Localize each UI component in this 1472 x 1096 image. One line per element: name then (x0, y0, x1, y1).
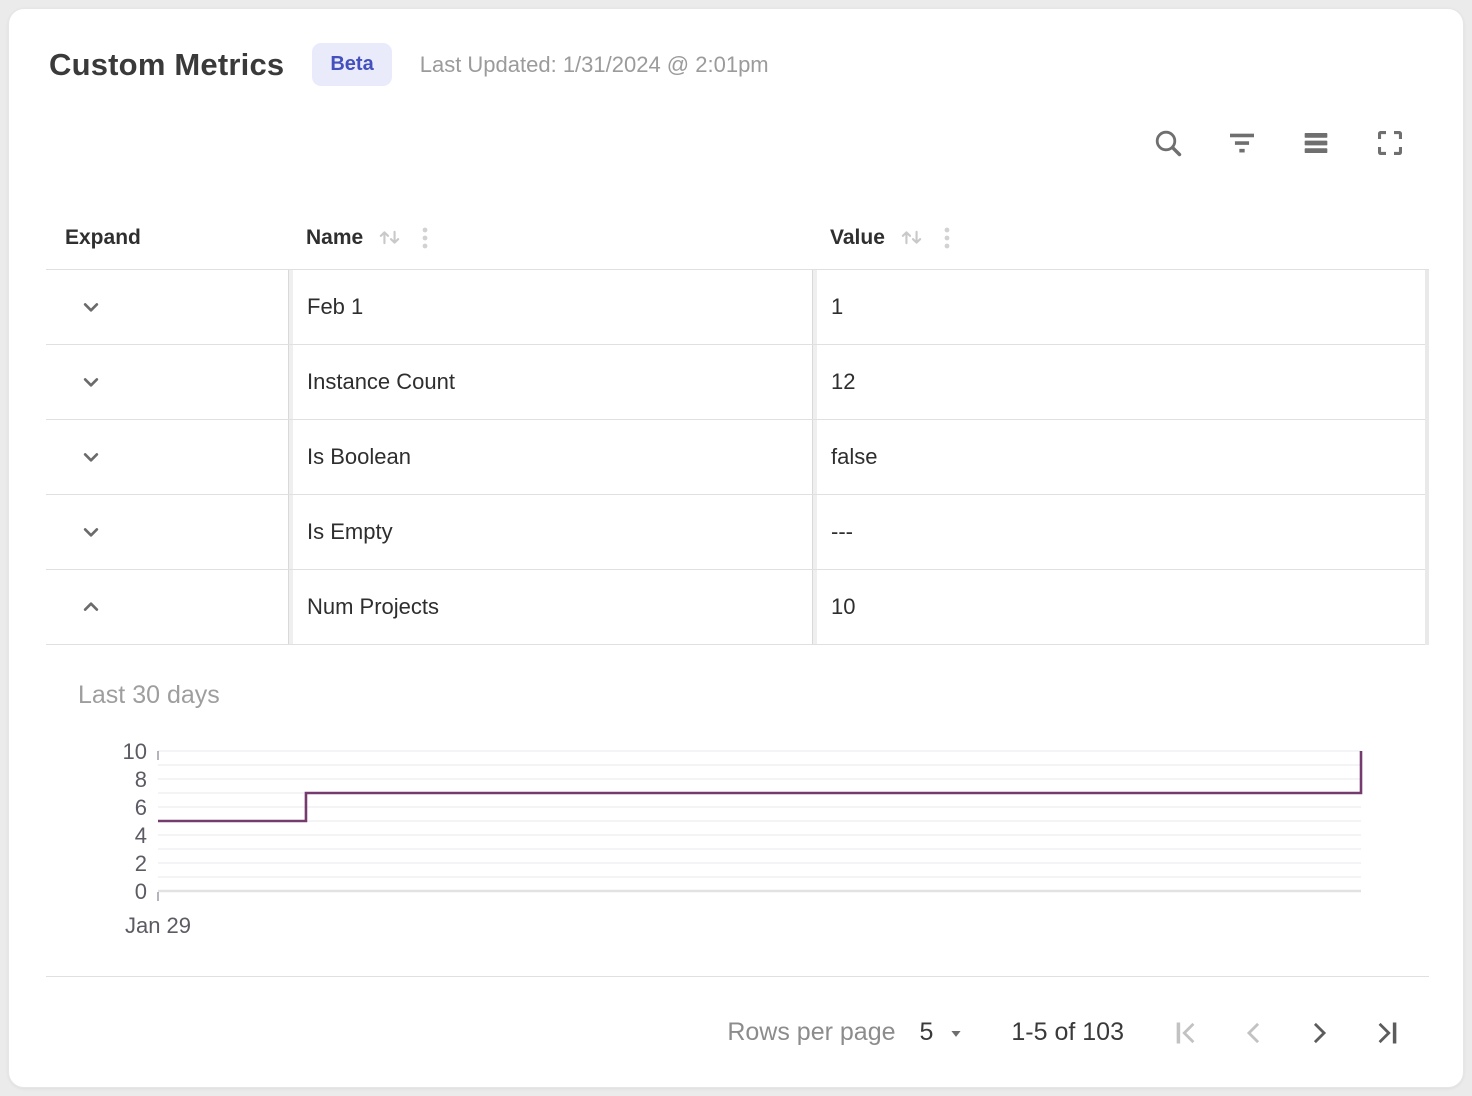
metric-name: Is Boolean (288, 420, 812, 494)
caret-down-icon (951, 1030, 961, 1037)
chart-container: 0 2 4 6 8 10 Jan 29 (104, 739, 1384, 954)
first-page-icon[interactable] (1172, 1019, 1200, 1047)
svg-text:6: 6 (135, 795, 147, 820)
metric-history-chart: 0 2 4 6 8 10 Jan 29 (123, 739, 1363, 938)
svg-text:2: 2 (135, 851, 147, 876)
metric-name: Feb 1 (288, 270, 812, 344)
custom-metrics-card: Custom Metrics Beta Last Updated: 1/31/2… (8, 8, 1464, 1088)
next-page-icon[interactable] (1306, 1019, 1334, 1047)
table-toolbar (1151, 126, 1407, 160)
column-header-value[interactable]: Value (812, 224, 1429, 251)
column-menu-icon[interactable] (936, 225, 958, 251)
chevron-down-icon[interactable] (77, 518, 105, 546)
column-header-name[interactable]: Name (288, 224, 812, 251)
table-body: Feb 1 1 Instance Count 12 Is Boolean fal… (46, 270, 1429, 645)
metric-value: false (812, 420, 1425, 494)
svg-text:8: 8 (135, 767, 147, 792)
fullscreen-icon[interactable] (1373, 126, 1407, 160)
chevron-up-icon[interactable] (77, 593, 105, 621)
pagination-range: 1-5 of 103 (1011, 1018, 1124, 1046)
page-title: Custom Metrics (49, 46, 285, 82)
filter-icon[interactable] (1225, 126, 1259, 160)
metrics-table: Expand Name Value Feb 1 1 Instance Coun (46, 206, 1429, 645)
svg-text:10: 10 (123, 739, 147, 764)
metric-name: Instance Count (288, 345, 812, 419)
table-row: Is Boolean false (46, 420, 1425, 495)
previous-page-icon[interactable] (1239, 1019, 1267, 1047)
metric-value: 10 (812, 570, 1425, 644)
last-updated-text: Last Updated: 1/31/2024 @ 2:01pm (419, 51, 769, 77)
pagination-controls (1172, 1019, 1401, 1047)
table-row-expanded: Num Projects 10 (46, 570, 1425, 645)
column-header-expand: Expand (46, 226, 288, 250)
svg-text:0: 0 (135, 879, 147, 904)
beta-badge: Beta (312, 43, 392, 86)
pagination-footer: Rows per page 5 1-5 of 103 (46, 976, 1429, 1087)
svg-text:4: 4 (135, 823, 147, 848)
column-label: Name (306, 225, 364, 249)
sort-icon[interactable] (376, 224, 403, 251)
table-header-row: Expand Name Value (46, 206, 1429, 270)
page-header: Custom Metrics Beta Last Updated: 1/31/2… (49, 43, 769, 86)
column-menu-icon[interactable] (414, 225, 436, 251)
metric-name: Is Empty (288, 495, 812, 569)
rows-per-page-value: 5 (919, 1018, 934, 1046)
metric-value: 1 (812, 270, 1425, 344)
rows-per-page-label: Rows per page (727, 1018, 896, 1046)
chevron-down-icon[interactable] (77, 443, 105, 471)
density-icon[interactable] (1299, 126, 1333, 160)
metric-value: 12 (812, 345, 1425, 419)
sort-icon[interactable] (898, 224, 925, 251)
last-page-icon[interactable] (1373, 1019, 1401, 1047)
metric-name: Num Projects (288, 570, 812, 644)
column-label: Value (830, 225, 885, 249)
table-row: Instance Count 12 (46, 345, 1425, 420)
rows-per-page-select[interactable]: 5 (920, 1018, 968, 1047)
table-row: Is Empty --- (46, 495, 1425, 570)
svg-text:Jan 29: Jan 29 (125, 913, 191, 938)
chart-title: Last 30 days (78, 681, 220, 709)
chevron-down-icon[interactable] (77, 368, 105, 396)
search-icon[interactable] (1151, 126, 1185, 160)
metric-value: --- (812, 495, 1425, 569)
table-row: Feb 1 1 (46, 270, 1425, 345)
column-label: Expand (65, 225, 141, 249)
chevron-down-icon[interactable] (77, 293, 105, 321)
